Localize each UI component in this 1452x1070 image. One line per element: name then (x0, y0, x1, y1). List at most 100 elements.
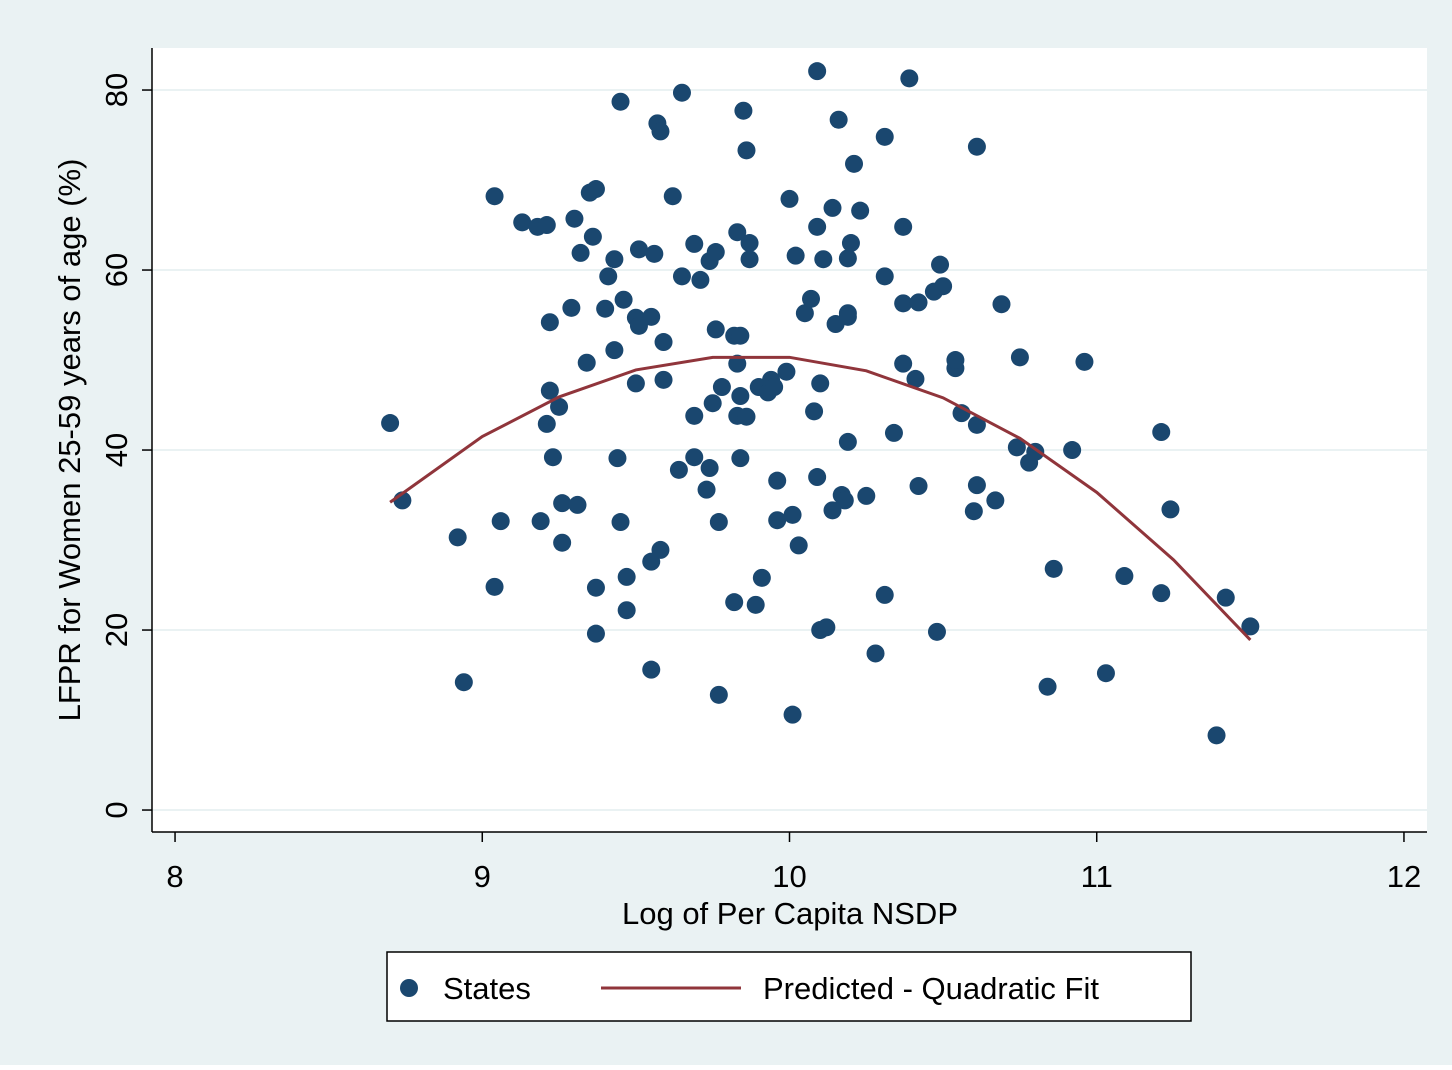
point (1161, 500, 1180, 519)
point (513, 213, 532, 232)
point (700, 459, 719, 478)
point (875, 267, 894, 286)
point (614, 290, 633, 309)
point (586, 624, 605, 643)
point (706, 243, 725, 262)
point (485, 577, 504, 596)
point (617, 567, 636, 586)
point (709, 685, 728, 704)
point (531, 512, 550, 531)
y-axis-label: LFPR for Women 25-59 years of age (%) (52, 159, 87, 722)
point (728, 223, 747, 242)
point (571, 243, 590, 262)
point (543, 448, 562, 467)
point (808, 62, 827, 81)
point (381, 414, 400, 433)
point (537, 414, 556, 433)
point (685, 406, 704, 425)
point (565, 209, 584, 228)
point (783, 705, 802, 724)
plot-area (152, 48, 1427, 832)
point (654, 370, 673, 389)
point (553, 494, 572, 513)
point (1038, 677, 1057, 696)
point (811, 374, 830, 393)
x-tick-label: 9 (474, 859, 491, 894)
point (712, 378, 731, 397)
point (740, 250, 759, 269)
point (805, 402, 824, 421)
point (768, 511, 787, 530)
point (568, 495, 587, 514)
point (731, 326, 750, 345)
point (946, 351, 965, 370)
point (540, 381, 559, 400)
point (669, 460, 688, 479)
point (1075, 352, 1094, 371)
point (611, 92, 630, 111)
point (485, 187, 504, 206)
point (553, 533, 572, 552)
point (780, 189, 799, 208)
point (931, 255, 950, 274)
point (586, 180, 605, 199)
point (629, 240, 648, 259)
legend-label: Predicted - Quadratic Fit (763, 971, 1099, 1006)
legend-label: States (443, 971, 531, 1006)
point (786, 246, 805, 265)
point (599, 267, 618, 286)
point (894, 354, 913, 373)
point (777, 362, 796, 381)
point (685, 234, 704, 253)
point (725, 593, 744, 612)
point (838, 432, 857, 451)
point (841, 234, 860, 253)
x-tick-label: 8 (166, 859, 183, 894)
point (642, 660, 661, 679)
point (737, 141, 756, 160)
point (734, 101, 753, 120)
point (875, 585, 894, 604)
point (802, 289, 821, 308)
point (728, 354, 747, 373)
point (1216, 588, 1235, 607)
point (737, 407, 756, 426)
point (789, 536, 808, 555)
point (645, 244, 664, 263)
point (642, 307, 661, 326)
point (845, 154, 864, 173)
point (540, 313, 559, 332)
y-tick-label: 20 (99, 613, 134, 647)
point (454, 673, 473, 692)
x-axis-label: Log of Per Capita NSDP (622, 896, 958, 931)
point (967, 476, 986, 495)
point (817, 618, 836, 637)
point (900, 69, 919, 88)
point (1096, 664, 1115, 683)
point (617, 601, 636, 620)
point (740, 234, 759, 253)
point (1115, 567, 1134, 586)
point (906, 369, 925, 388)
x-tick-label: 12 (1387, 859, 1421, 894)
point (967, 137, 986, 156)
fit-line (389, 355, 1252, 641)
point (651, 540, 670, 559)
point (851, 201, 870, 220)
point (651, 122, 670, 141)
point (823, 501, 842, 520)
x-tick-label: 10 (772, 859, 806, 894)
point (672, 267, 691, 286)
point (909, 293, 928, 312)
point (823, 198, 842, 217)
point (992, 295, 1011, 314)
point (808, 468, 827, 487)
y-tick-label: 40 (99, 433, 134, 467)
point (838, 249, 857, 268)
point (829, 110, 848, 129)
point (768, 471, 787, 490)
point (491, 512, 510, 531)
point (731, 449, 750, 468)
point (685, 448, 704, 467)
point (1152, 584, 1171, 603)
